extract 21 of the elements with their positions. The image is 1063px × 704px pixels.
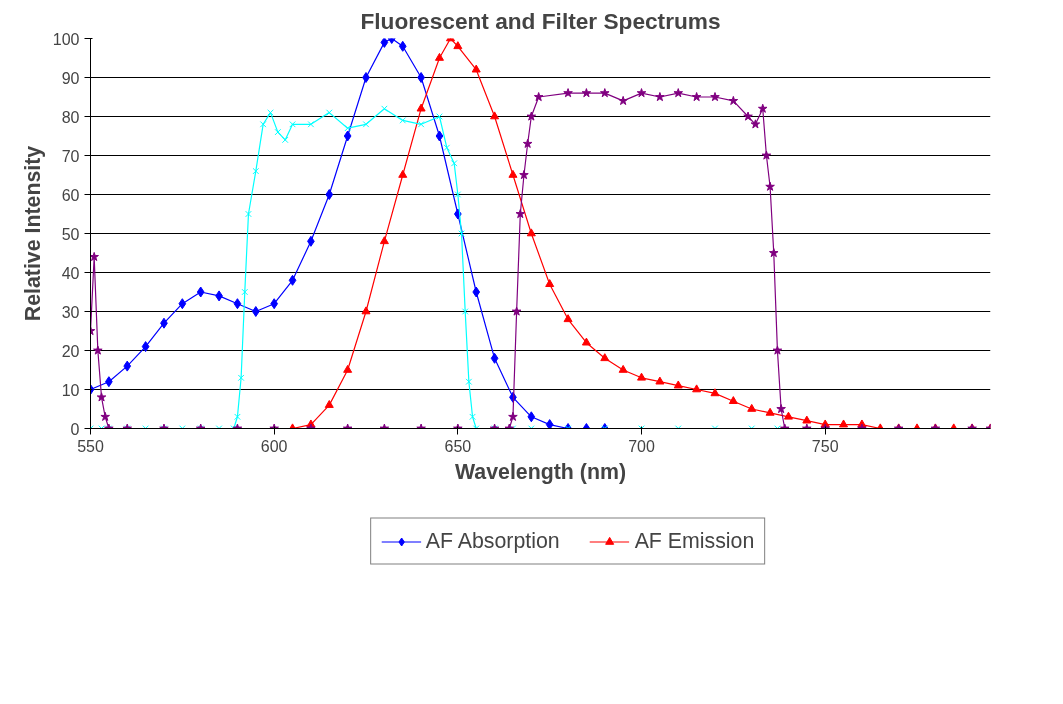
x-tick-label: 600 [260, 437, 288, 455]
x-tick-label: 750 [811, 437, 839, 455]
x-tick-label: 550 [77, 437, 104, 455]
x-tick-label: 650 [444, 437, 472, 455]
legend-label: AF Absorption [425, 528, 560, 554]
y-tick-label: 60 [61, 186, 80, 204]
legend-label: AF Emission [634, 528, 755, 554]
y-tick-label: 50 [61, 225, 80, 243]
y-tick-label: 10 [61, 381, 80, 399]
y-tick-label: 0 [70, 420, 80, 438]
chart-title: Fluorescent and Filter Spectrums [360, 7, 721, 34]
y-tick-label: 70 [61, 147, 80, 165]
y-tick-label: 30 [61, 303, 80, 321]
y-tick-label: 80 [61, 108, 80, 126]
x-tick-label: 700 [628, 437, 655, 455]
x-axis-title: Wavelength (nm) [454, 459, 627, 484]
y-tick-label: 100 [52, 30, 80, 48]
y-tick-label: 90 [61, 69, 80, 87]
y-tick-label: 40 [61, 264, 80, 282]
y-tick-label: 20 [61, 342, 80, 360]
y-axis-title: Relative Intensity [20, 145, 45, 322]
